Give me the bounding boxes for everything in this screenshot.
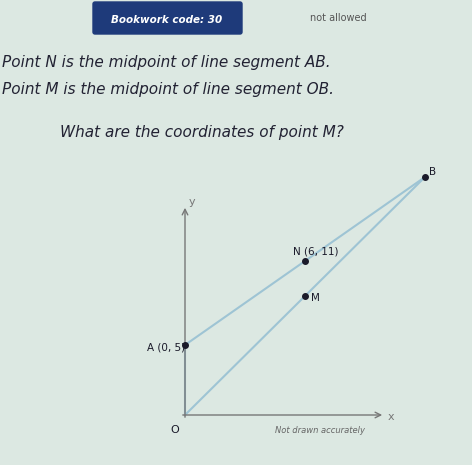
Text: M: M	[311, 293, 320, 303]
Text: Point N is the midpoint of line segment AB.: Point N is the midpoint of line segment …	[2, 55, 330, 70]
Text: O: O	[170, 425, 179, 435]
Text: A (0, 5): A (0, 5)	[147, 342, 185, 352]
Text: Bookwork code: 30: Bookwork code: 30	[111, 15, 223, 25]
Text: What are the coordinates of point M?: What are the coordinates of point M?	[60, 125, 344, 140]
Text: N (6, 11): N (6, 11)	[293, 246, 338, 256]
Text: Point M is the midpoint of line segment OB.: Point M is the midpoint of line segment …	[2, 82, 334, 97]
Text: Not drawn accurately: Not drawn accurately	[275, 426, 365, 435]
FancyBboxPatch shape	[93, 2, 242, 34]
Text: y: y	[189, 197, 195, 207]
Text: not allowed: not allowed	[310, 13, 367, 23]
Text: B: B	[429, 167, 436, 177]
Text: x: x	[388, 412, 395, 422]
